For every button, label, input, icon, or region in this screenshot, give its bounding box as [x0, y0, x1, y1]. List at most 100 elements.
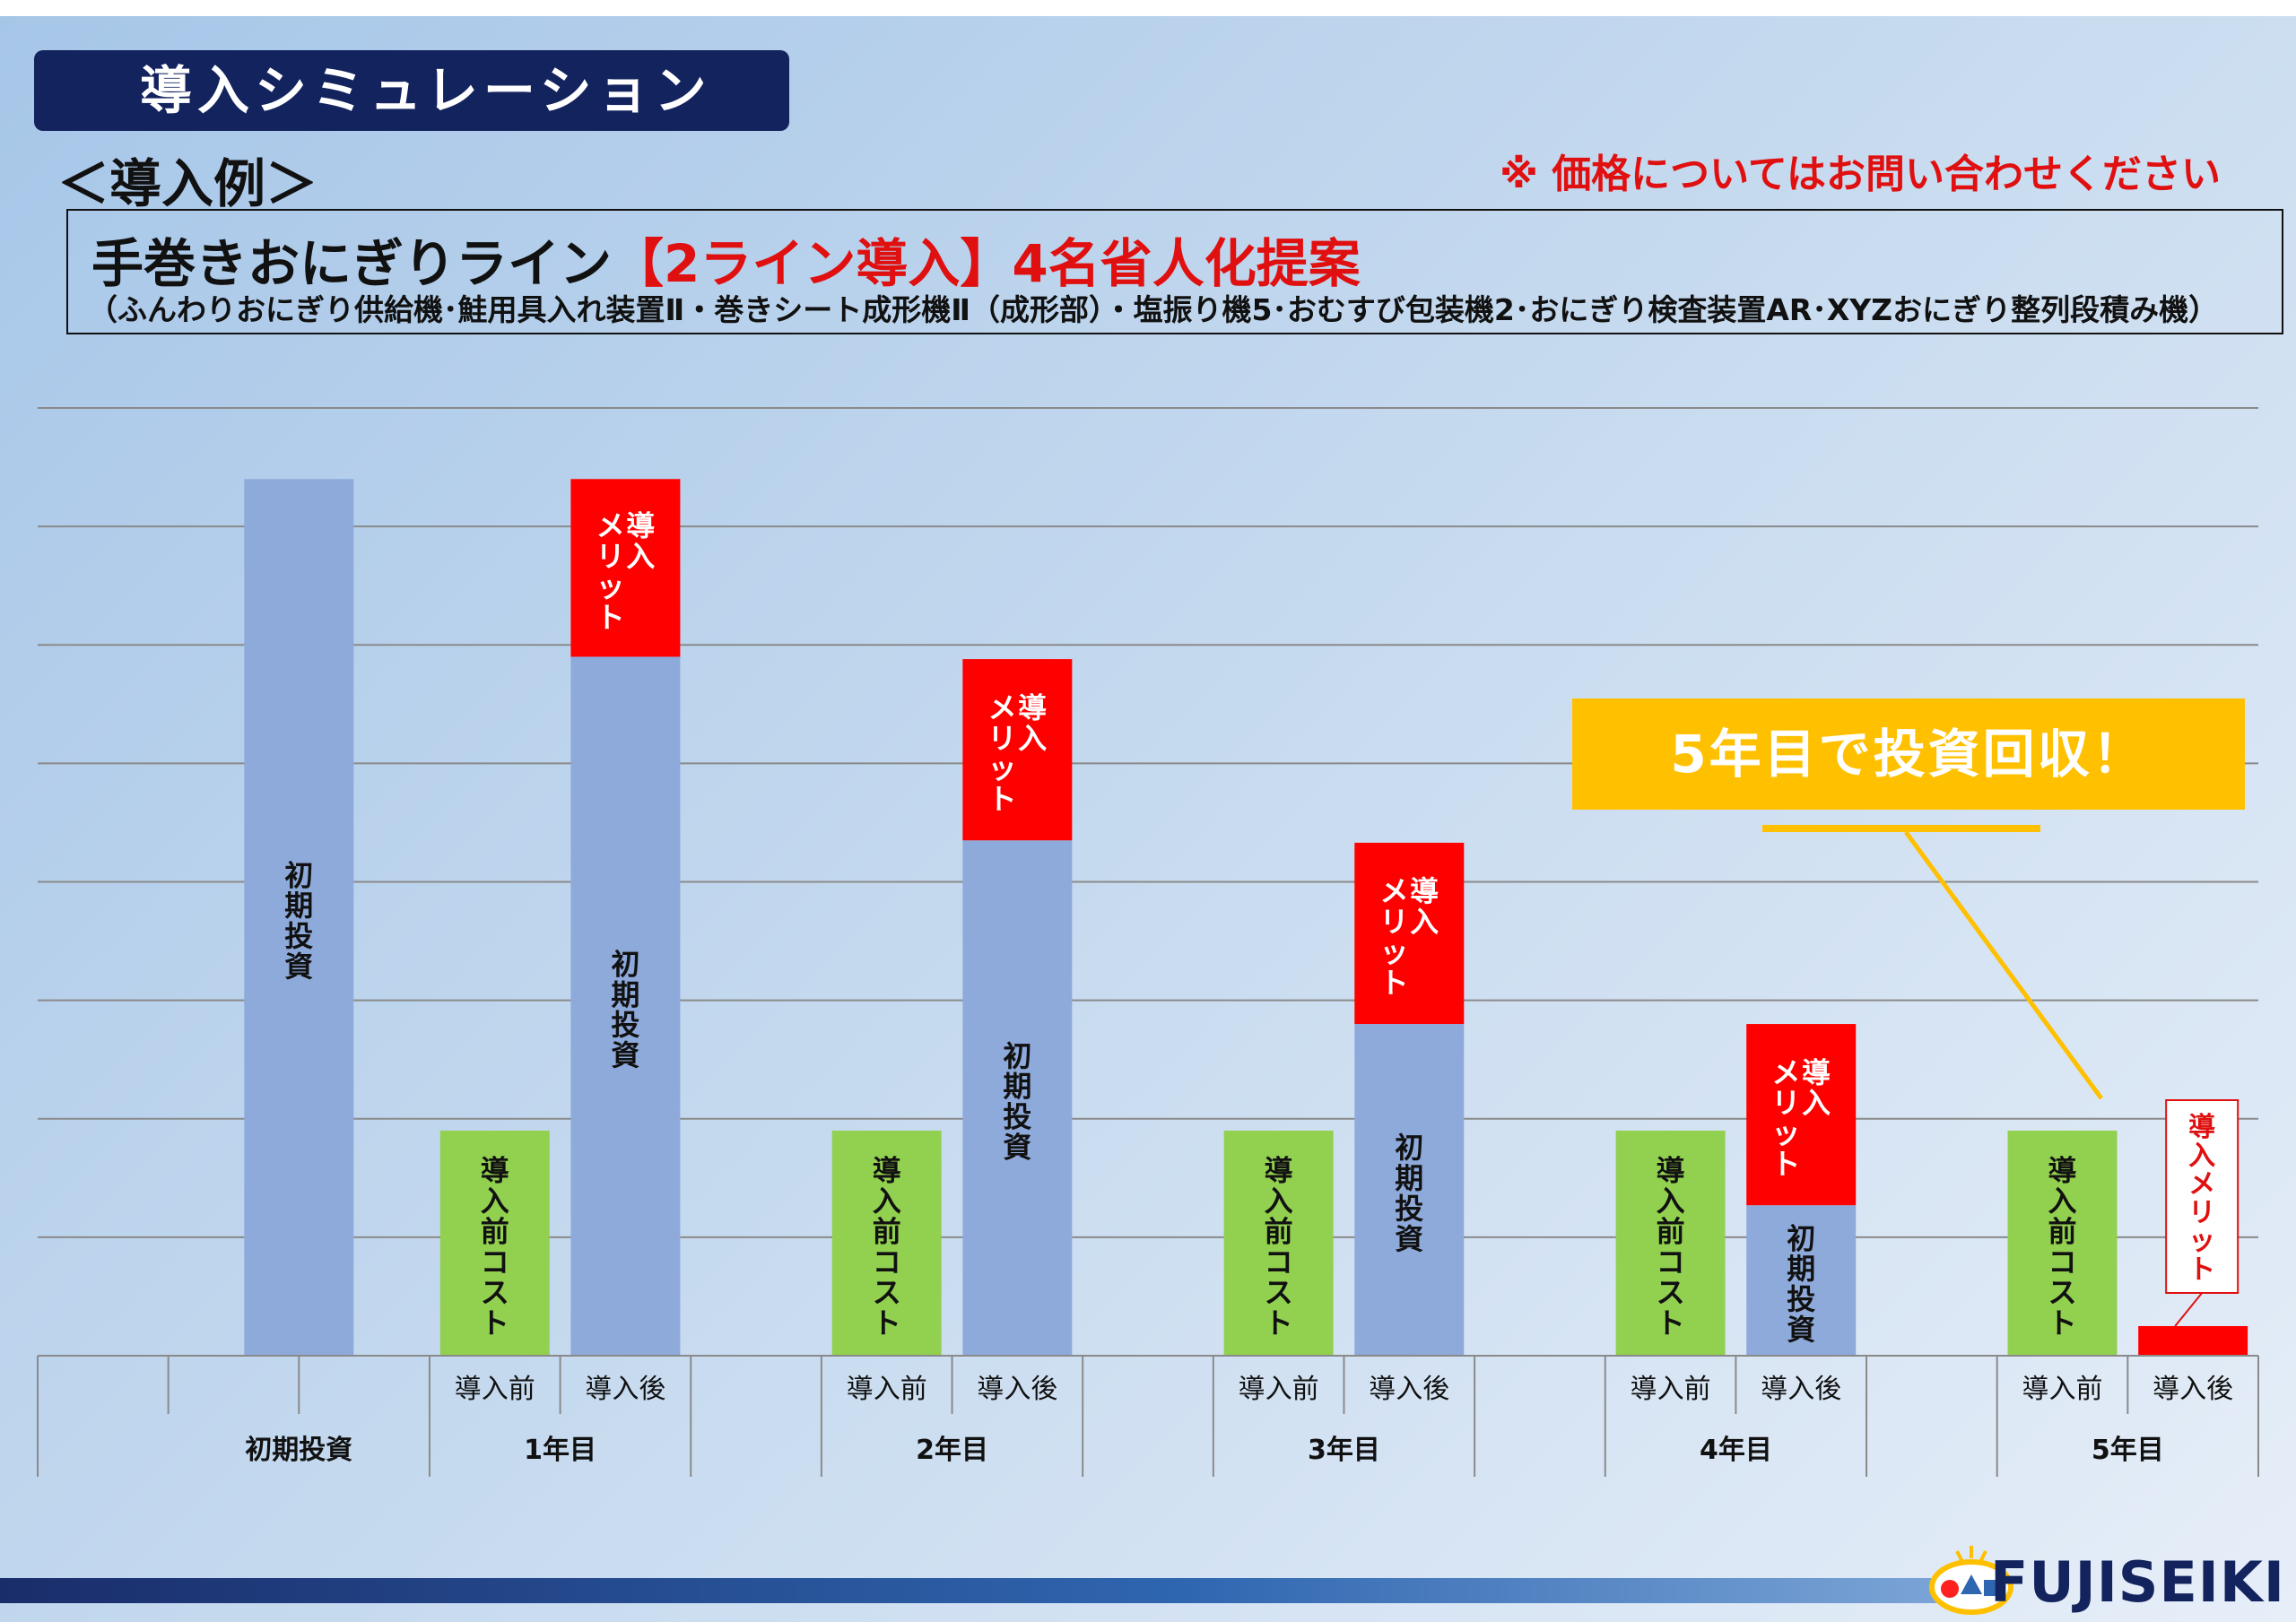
bar-10-導入前コスト [2007, 1130, 2118, 1356]
bar-label-text: 初 [1395, 1131, 1423, 1165]
bar-label-text: 前 [1265, 1215, 1293, 1249]
bar-label-text: 期 [1003, 1070, 1031, 1104]
bar-label-text: 導 [1657, 1154, 1685, 1188]
merit-label-text: リ [1379, 905, 1408, 939]
merit-label-text: リ [596, 539, 625, 573]
bar-label-text: 前 [481, 1215, 509, 1249]
bar-label-text: コ [2048, 1245, 2077, 1279]
x-sub-tick-label: 導入後 [1369, 1374, 1449, 1405]
x-sub-tick-label: 導入後 [585, 1374, 665, 1405]
footer-bar [0, 1578, 1973, 1603]
bar-label-text: 初 [1787, 1221, 1815, 1255]
bar-label-text: 初 [611, 947, 639, 981]
x-sub-tick-label: 導入前 [1239, 1374, 1319, 1405]
x-group-tick-label: 2年目 [916, 1435, 988, 1466]
bar-label-text: ト [1265, 1305, 1293, 1340]
x-sub-tick-label: 導入後 [977, 1374, 1057, 1405]
x-sub-tick-label: 導入前 [1631, 1374, 1711, 1405]
bar-label-text: コ [1265, 1245, 1293, 1279]
bar-9-初期投資 [1746, 1205, 1857, 1356]
bar-7-導入メリット [1354, 842, 1465, 1025]
merit-label-text: 導 [1802, 1055, 1831, 1089]
bar-5-導入メリット [962, 659, 1073, 841]
bar-label-text: ト [1657, 1305, 1685, 1340]
merit-label-text: ト [988, 782, 1017, 816]
bar-label-text: 投 [1787, 1282, 1815, 1316]
x-sub-tick-label: 導入前 [2022, 1374, 2103, 1405]
merit-label-text: 導 [1410, 874, 1439, 908]
bar-label-text: 期 [284, 889, 313, 923]
bar-label-text: ト [481, 1305, 509, 1340]
bar-2-導入前コスト [439, 1130, 550, 1356]
merit-label-text: ト [2188, 1254, 2215, 1286]
x-group-tick-label: 3年目 [1308, 1435, 1380, 1466]
bar-label-text: 投 [1003, 1100, 1031, 1134]
price-note: ※ 価格についてはお問い合わせください [1500, 152, 2221, 197]
x-sub-tick-label: 導入後 [2152, 1374, 2233, 1405]
bar-label-text: ス [873, 1275, 901, 1309]
bar-9-導入メリット [1746, 1024, 1857, 1206]
merit-label-text: ッ [596, 569, 625, 603]
bar-label-text: コ [481, 1245, 509, 1279]
bar-3-導入メリット [570, 479, 681, 657]
merit-label-text: ト [596, 600, 625, 634]
merit-label-text: 導 [626, 509, 655, 543]
bar-label-text: 資 [1003, 1131, 1031, 1165]
bar-label-text: 前 [873, 1215, 901, 1249]
x-sub-tick-label: 導入前 [847, 1374, 927, 1405]
bar-label-text: 入 [873, 1184, 901, 1219]
bar-label-text: 導 [1265, 1154, 1293, 1188]
bar-label-text: ス [481, 1275, 509, 1309]
bar-7-初期投資 [1354, 1024, 1465, 1356]
bar-5-初期投資 [962, 840, 1073, 1356]
x-sub-tick-label: 導入前 [455, 1374, 535, 1405]
bar-label-text: コ [1657, 1245, 1685, 1279]
merit-label-text: リ [988, 721, 1017, 755]
x-sub-tick-label: 導入後 [1761, 1374, 1841, 1405]
logo-mark-icon [1929, 1546, 2013, 1615]
bar-label-text: 初 [284, 858, 313, 892]
merit-label-text: メ [596, 509, 625, 543]
merit-label-text: 入 [2188, 1141, 2215, 1172]
bar-label-text: 投 [1395, 1192, 1423, 1226]
bar-label-text: 入 [481, 1184, 509, 1219]
merit-label-text: ッ [2188, 1226, 2215, 1257]
merit-label-text: メ [988, 690, 1017, 724]
x-group-tick-label: 5年目 [2092, 1435, 2164, 1466]
bar-label-text: 前 [1657, 1215, 1685, 1249]
merit-label-text: ッ [988, 751, 1017, 785]
merit-label-text: ッ [1771, 1116, 1800, 1150]
bar-label-text: 資 [611, 1038, 639, 1072]
x-group-tick-label: 4年目 [1700, 1435, 1772, 1466]
merit-label-box [2165, 1099, 2239, 1294]
bar-11-導入メリット [2138, 1325, 2248, 1356]
bar-1-初期投資 [244, 479, 354, 1356]
company-logo: FUJISEIKI [1989, 1549, 2285, 1615]
proposal-title-highlight: 【2ライン導入】4名省人化提案 [612, 233, 1361, 294]
bar-label-text: 投 [284, 919, 313, 953]
bar-label-text: 導 [873, 1154, 901, 1188]
bar-8-導入前コスト [1615, 1130, 1726, 1356]
x-group-tick-label: 初期投資 [245, 1435, 352, 1466]
bar-label-text: 期 [1787, 1252, 1815, 1286]
merit-label-text: リ [2188, 1197, 2215, 1228]
bar-label-text: 導 [481, 1154, 509, 1188]
bar-3-初期投資 [570, 656, 681, 1356]
bar-6-導入前コスト [1223, 1130, 1334, 1356]
top-border [0, 0, 2296, 16]
proposal-title-prefix: 手巻きおにぎりライン [91, 233, 613, 294]
merit-label-text: 入 [626, 539, 655, 573]
bar-label-text: 期 [611, 977, 639, 1011]
proposal-info-box: 手巻きおにぎりライン【2ライン導入】4名省人化提案 （ふんわりおにぎり供給機･鮭… [66, 209, 2283, 334]
bar-label-text: 資 [284, 950, 313, 984]
x-group-tick-label: 1年目 [524, 1435, 596, 1466]
proposal-models: （ふんわりおにぎり供給機･鮭用具入れ装置Ⅱ・巻きシート成形機Ⅱ（成形部）・塩振り… [88, 292, 2219, 327]
bar-label-text: コ [873, 1245, 901, 1279]
merit-label-text: ト [1379, 966, 1408, 1000]
bar-label-text: 期 [1395, 1161, 1423, 1195]
merit-label-text: メ [1771, 1055, 1800, 1089]
merit-leader-line [2174, 1292, 2203, 1327]
bar-4-導入前コスト [831, 1130, 942, 1356]
proposal-title: 手巻きおにぎりライン【2ライン導入】4名省人化提案 [91, 221, 1361, 297]
